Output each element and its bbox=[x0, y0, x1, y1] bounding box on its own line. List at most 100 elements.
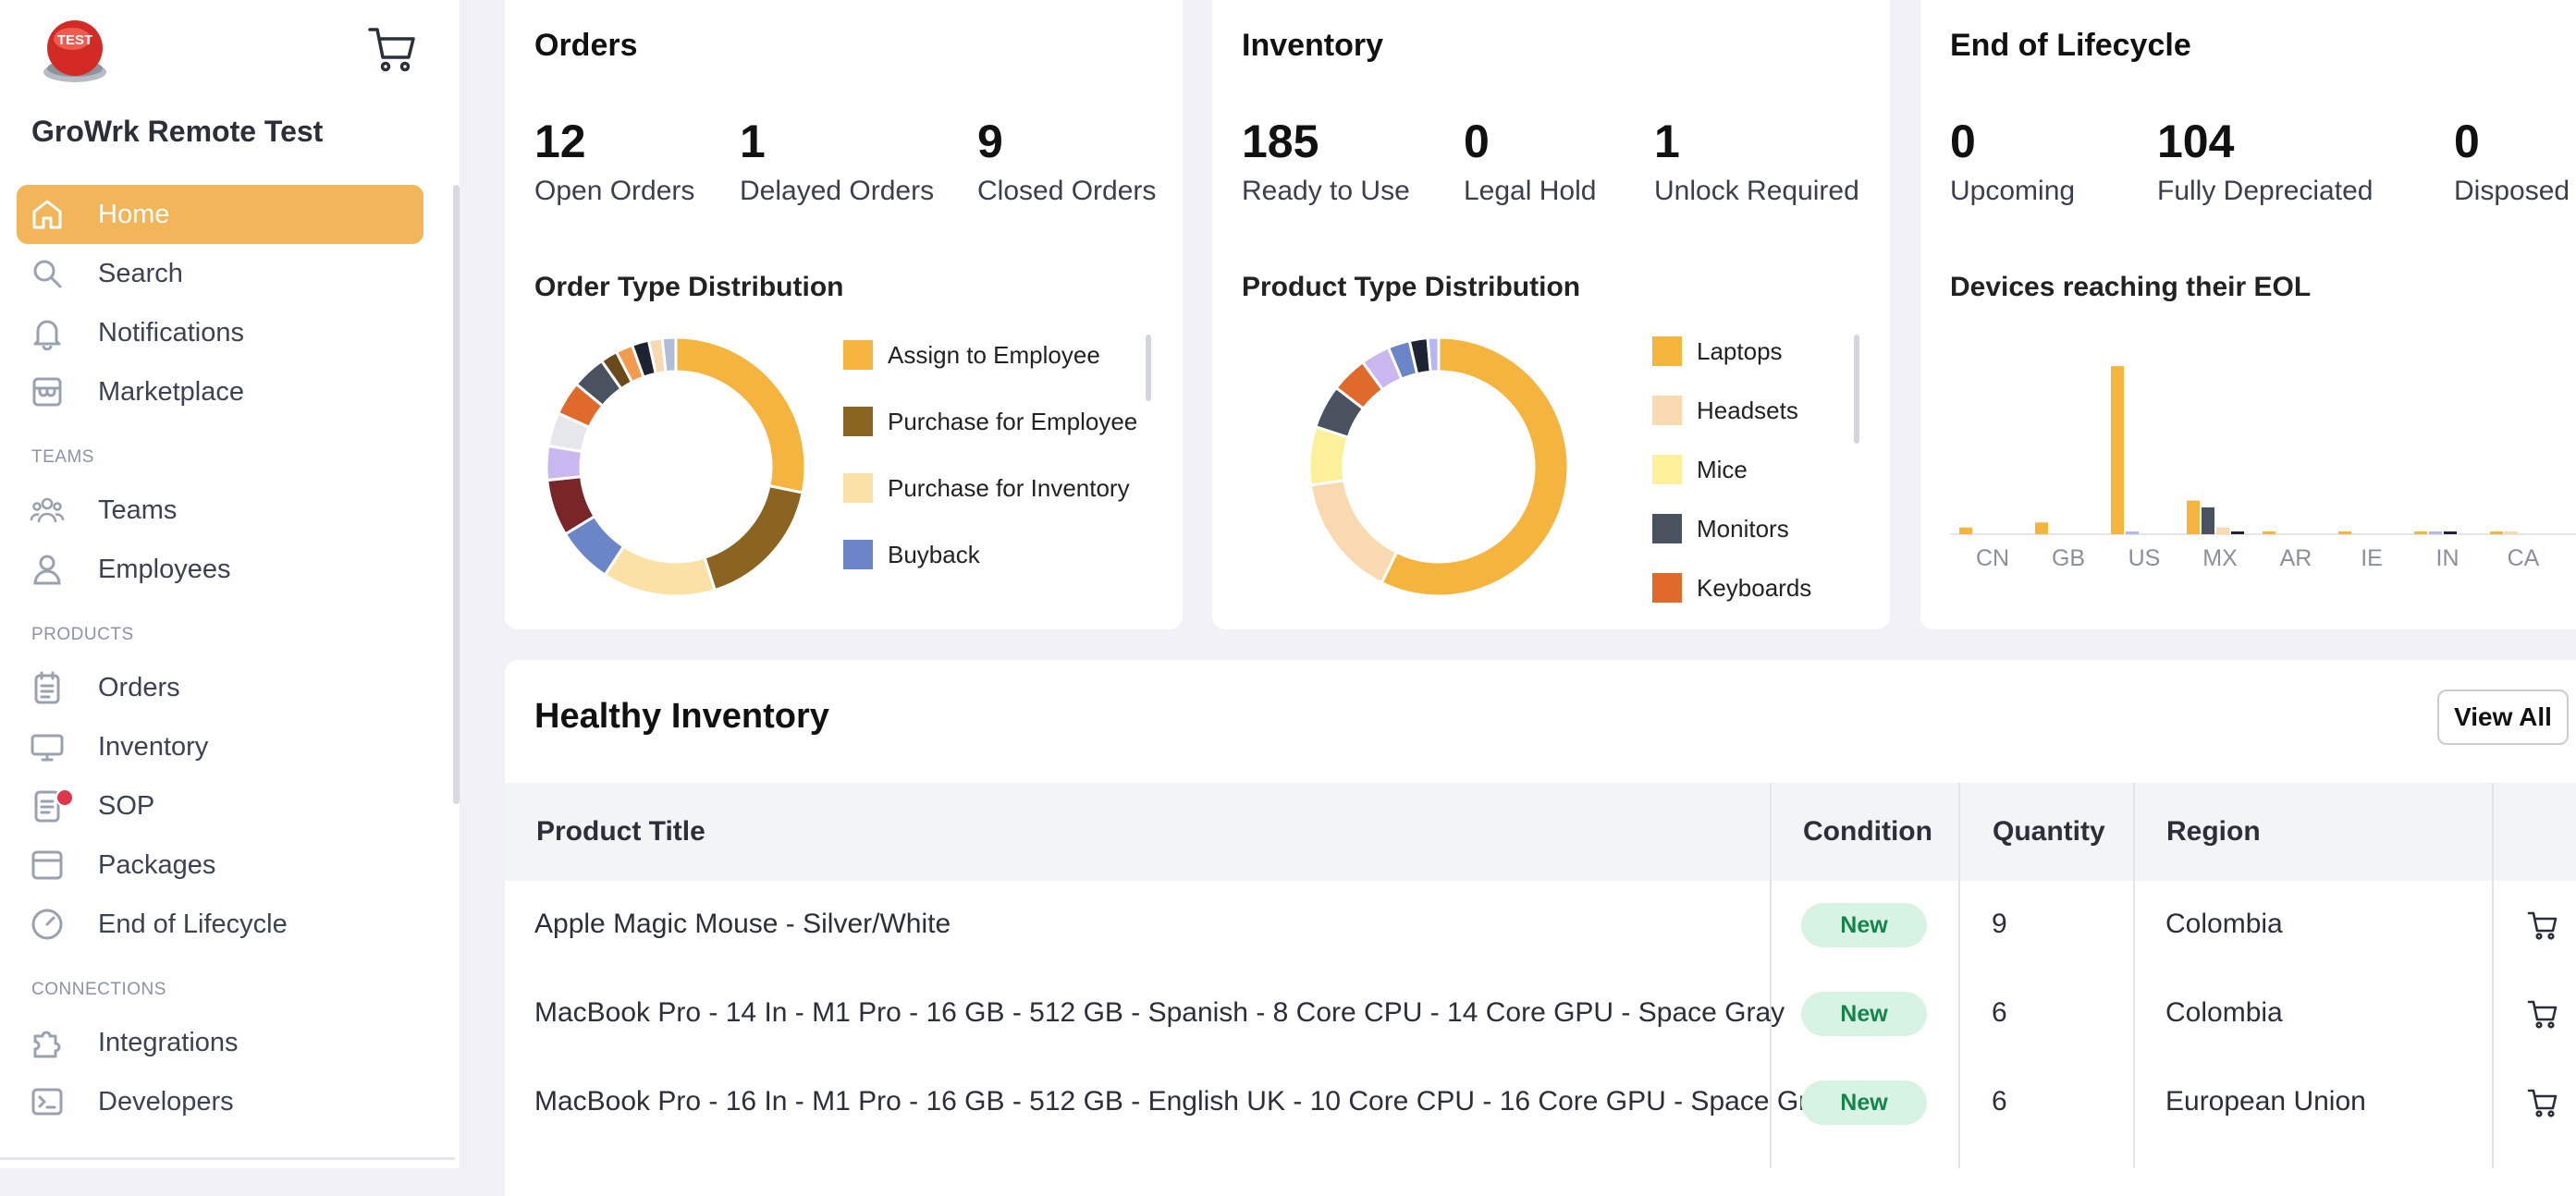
stat-delayed-orders[interactable]: 1 Delayed Orders bbox=[740, 118, 934, 207]
bar[interactable] bbox=[2035, 522, 2048, 534]
card-title: Inventory bbox=[1242, 28, 1384, 63]
sidebar-item-notifications[interactable]: Notifications bbox=[17, 303, 423, 362]
sidebar-item-label: Search bbox=[98, 259, 183, 288]
cart-icon[interactable] bbox=[366, 24, 418, 76]
legend-scrollbar[interactable] bbox=[1146, 335, 1151, 401]
add-to-cart-icon[interactable] bbox=[2526, 909, 2559, 942]
column-header-condition[interactable]: Condition bbox=[1803, 816, 1932, 847]
view-all-button[interactable]: View All bbox=[2437, 690, 2569, 745]
bar[interactable] bbox=[2231, 531, 2244, 534]
table-row[interactable]: Apple Magic Mouse - Silver/White New 9 C… bbox=[505, 881, 2576, 970]
bar[interactable] bbox=[2126, 531, 2139, 534]
table-header: Product Title Condition Quantity Region bbox=[505, 783, 2576, 881]
cell-region: Colombia bbox=[2165, 997, 2283, 1028]
sidebar-item-sop[interactable]: SOP bbox=[17, 776, 423, 836]
stat-unlock-required[interactable]: 1 Unlock Required bbox=[1654, 118, 1859, 207]
legend-label: Purchase for Inventory bbox=[888, 474, 1130, 502]
section-title: Healthy Inventory bbox=[534, 697, 829, 736]
eol-bar-chart[interactable]: CN GB US MX AR IE IN CA bbox=[1950, 329, 2576, 588]
donut-slice[interactable] bbox=[1308, 478, 1399, 585]
donut-slice[interactable] bbox=[603, 544, 718, 598]
x-tick-label: GB bbox=[2052, 545, 2085, 571]
donut-slice[interactable] bbox=[1426, 336, 1441, 374]
stat-label: Open Orders bbox=[534, 176, 695, 206]
sidebar-item-label: Employees bbox=[98, 555, 231, 584]
stat-label: Ready to Use bbox=[1242, 176, 1410, 206]
legend-label: Monitors bbox=[1697, 515, 1789, 543]
bar[interactable] bbox=[2505, 531, 2518, 534]
stat-ready-to-use[interactable]: 185 Ready to Use bbox=[1242, 118, 1410, 207]
stat-value: 0 bbox=[1464, 116, 1490, 167]
legend-swatch bbox=[1652, 514, 1682, 543]
sidebar-item-integrations[interactable]: Integrations bbox=[17, 1013, 423, 1072]
sidebar-item-label: Developers bbox=[98, 1087, 234, 1117]
stat-label: Delayed Orders bbox=[740, 176, 935, 206]
column-header-quantity[interactable]: Quantity bbox=[1993, 816, 2105, 847]
cell-product-title: MacBook Pro - 16 In - M1 Pro - 16 GB - 5… bbox=[534, 1086, 1837, 1117]
sidebar-item-home[interactable]: Home bbox=[17, 185, 423, 244]
bar[interactable] bbox=[1959, 527, 1972, 534]
legend-scrollbar[interactable] bbox=[1854, 335, 1859, 444]
donut-slice[interactable] bbox=[703, 483, 804, 592]
sidebar-item-packages[interactable]: Packages bbox=[17, 836, 423, 895]
sidebar-item-teams[interactable]: Teams bbox=[17, 481, 423, 540]
sidebar-item-orders[interactable]: Orders bbox=[17, 658, 423, 717]
add-to-cart-icon[interactable] bbox=[2526, 1086, 2559, 1119]
sidebar-scrollbar[interactable] bbox=[453, 185, 460, 804]
bar[interactable] bbox=[2187, 500, 2200, 534]
table-row[interactable]: MacBook Pro - 14 In - M1 Pro - 16 GB - 5… bbox=[505, 970, 2576, 1058]
sidebar-item-end-of-lifecycle[interactable]: End of Lifecycle bbox=[17, 895, 423, 954]
sidebar-item-marketplace[interactable]: Marketplace bbox=[17, 362, 423, 421]
column-header-product-title[interactable]: Product Title bbox=[536, 816, 705, 847]
cell-product-title: Apple Magic Mouse - Silver/White bbox=[534, 909, 951, 939]
stat-closed-orders[interactable]: 9 Closed Orders bbox=[977, 118, 1156, 207]
donut-slice[interactable] bbox=[660, 336, 678, 374]
chart-title: Order Type Distribution bbox=[534, 272, 844, 302]
bar[interactable] bbox=[2263, 531, 2275, 534]
table-row[interactable]: MacBook Pro - 16 In - M1 Pro - 16 GB - 5… bbox=[505, 1058, 2576, 1147]
terminal-icon bbox=[31, 1088, 63, 1116]
teams-icon bbox=[30, 497, 65, 523]
user-icon bbox=[33, 555, 61, 585]
stat-legal-hold[interactable]: 0 Legal Hold bbox=[1464, 118, 1596, 207]
bar[interactable] bbox=[2202, 506, 2214, 534]
sidebar-item-employees[interactable]: Employees bbox=[17, 540, 423, 599]
svg-text:TEST: TEST bbox=[57, 32, 92, 48]
add-to-cart-icon[interactable] bbox=[2526, 997, 2559, 1031]
donut-slice[interactable] bbox=[674, 336, 807, 494]
inventory-card: Inventory 185 Ready to Use 0 Legal Hold … bbox=[1212, 0, 1890, 629]
column-divider bbox=[1958, 783, 1960, 1168]
stat-fully-depreciated[interactable]: 104 Fully Depreciated bbox=[2157, 118, 2373, 207]
stat-value: 1 bbox=[740, 116, 766, 167]
bar[interactable] bbox=[2216, 527, 2229, 534]
product-type-donut-chart[interactable] bbox=[1305, 333, 1573, 601]
order-type-donut-chart[interactable] bbox=[542, 333, 810, 601]
sidebar-item-inventory[interactable]: Inventory bbox=[17, 717, 423, 776]
legend-label: Mice bbox=[1697, 456, 1748, 483]
card-title: End of Lifecycle bbox=[1950, 28, 2191, 63]
bar[interactable] bbox=[2338, 531, 2351, 534]
sidebar-item-developers[interactable]: Developers bbox=[17, 1072, 423, 1131]
donut-slice[interactable] bbox=[1380, 336, 1570, 598]
bar[interactable] bbox=[2111, 366, 2124, 534]
legend-label: Purchase for Employee bbox=[888, 408, 1138, 435]
bar[interactable] bbox=[2444, 531, 2457, 534]
logo[interactable]: TEST bbox=[37, 13, 113, 89]
section-products: PRODUCTS bbox=[31, 625, 134, 644]
bar[interactable] bbox=[2414, 531, 2427, 534]
legend-label: Keyboards bbox=[1697, 574, 1812, 602]
sidebar-item-label: Notifications bbox=[98, 318, 244, 348]
puzzle-icon bbox=[33, 1031, 61, 1058]
bar[interactable] bbox=[2490, 531, 2503, 534]
bar[interactable] bbox=[2429, 531, 2442, 534]
column-header-region[interactable]: Region bbox=[2166, 816, 2261, 847]
sidebar-item-label: Inventory bbox=[98, 732, 209, 762]
stat-value: 104 bbox=[2157, 116, 2235, 167]
stat-upcoming[interactable]: 0 Upcoming bbox=[1950, 118, 2075, 207]
document-icon bbox=[34, 790, 60, 823]
gauge-icon bbox=[31, 909, 63, 940]
stat-disposed[interactable]: 0 Disposed bbox=[2454, 118, 2570, 207]
sidebar-item-search[interactable]: Search bbox=[17, 244, 423, 303]
stat-open-orders[interactable]: 12 Open Orders bbox=[534, 118, 694, 207]
legend-label: Assign to Employee bbox=[888, 341, 1100, 369]
